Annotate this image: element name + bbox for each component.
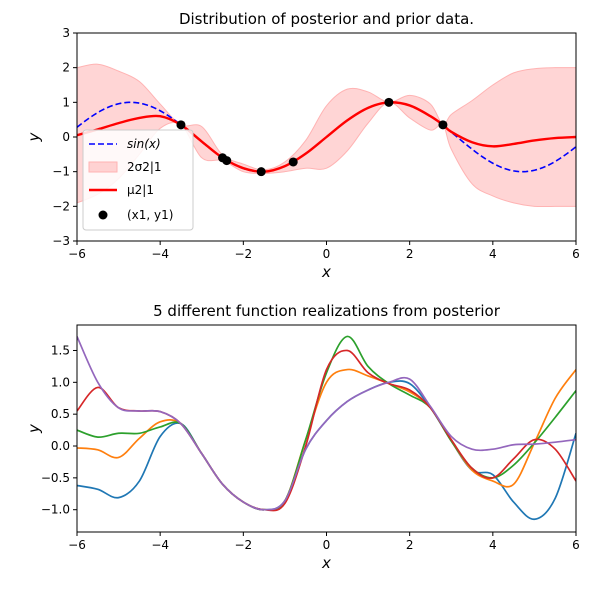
y-axis-label: y bbox=[25, 423, 43, 434]
realization-line-5 bbox=[77, 336, 576, 511]
realization-line-1 bbox=[77, 380, 576, 521]
plot-area bbox=[77, 335, 576, 521]
legend-label-points-text: (x1, y1) bbox=[127, 208, 173, 222]
y-tick-label: −3 bbox=[52, 234, 70, 248]
chart-panel-1: −6 −4 −2 0 2 4 6 −3 −2 −1 0 1 2 3 Distribution of post… bbox=[25, 10, 580, 281]
x-tick-label: 2 bbox=[406, 538, 414, 552]
plot-area bbox=[77, 63, 576, 208]
legend-label-band-text: 2σ2|1 bbox=[127, 160, 162, 174]
chart-title: 5 different function realizations from p… bbox=[153, 302, 501, 320]
y-tick-label: 0.5 bbox=[51, 407, 70, 421]
legend-label-mean-text: μ2|1 bbox=[127, 183, 154, 197]
x-tick-label: 2 bbox=[406, 247, 414, 261]
y-tick-label: −1.0 bbox=[41, 503, 70, 517]
x-tick-label: 6 bbox=[572, 247, 580, 261]
observation-point bbox=[222, 156, 232, 166]
x-tick-label: −2 bbox=[234, 538, 252, 552]
x-axis-label: x bbox=[321, 263, 331, 281]
observation-point bbox=[176, 120, 186, 130]
y-tick-label: −1 bbox=[52, 165, 70, 179]
observation-point bbox=[384, 97, 394, 107]
y-tick-label: 0.0 bbox=[51, 439, 70, 453]
uncertainty-band bbox=[77, 63, 576, 208]
legend-label-points: (x1, y1) bbox=[127, 208, 173, 222]
legend-box bbox=[82, 129, 194, 231]
y-tick-label: −2 bbox=[52, 199, 70, 213]
y-tick-label: 3 bbox=[62, 26, 70, 40]
y-tick-label: 1.0 bbox=[51, 375, 70, 389]
x-tick-label: −6 bbox=[68, 538, 86, 552]
observation-point bbox=[288, 157, 298, 167]
legend-label-band: 2σ2|1 bbox=[127, 160, 162, 174]
legend-label-prior-text: sin(x) bbox=[127, 137, 161, 151]
y-tick-label: 0 bbox=[62, 130, 70, 144]
chart-panel-2: −6 −4 −2 0 2 4 6 −1.0 −0.5 0.0 0.5 1.0 1.5 5 differen… bbox=[25, 302, 580, 572]
legend-handle-points bbox=[98, 210, 108, 220]
y-tick-label: −0.5 bbox=[41, 471, 70, 485]
chart-title: Distribution of posterior and prior data… bbox=[179, 10, 474, 28]
x-tick-label: 4 bbox=[489, 247, 497, 261]
x-tick-label: 0 bbox=[323, 538, 331, 552]
legend: sin(x) 2σ2|1 μ2|1 (x1, y1) bbox=[82, 129, 194, 231]
plot-frame bbox=[76, 324, 577, 533]
x-tick-label: −4 bbox=[151, 247, 169, 261]
prior-sin-line bbox=[77, 101, 576, 173]
x-tick-label: 4 bbox=[489, 538, 497, 552]
realization-line-2 bbox=[77, 368, 576, 511]
legend-label-mean: μ2|1 bbox=[127, 183, 154, 197]
legend-label-prior: sin(x) bbox=[127, 137, 161, 151]
x-tick-label: −6 bbox=[68, 247, 86, 261]
posterior-mean-line bbox=[77, 101, 576, 173]
observation-point bbox=[256, 167, 266, 177]
y-tick-label: 1 bbox=[62, 95, 70, 109]
x-axis-label: x bbox=[321, 554, 331, 572]
x-tick-label: 0 bbox=[323, 247, 331, 261]
x-tick-label: −2 bbox=[234, 247, 252, 261]
x-tick-label: 6 bbox=[572, 538, 580, 552]
legend-handle-band bbox=[88, 161, 118, 173]
y-axis-label: y bbox=[25, 131, 43, 142]
y-tick-label: 1.5 bbox=[51, 343, 70, 357]
x-tick-label: −4 bbox=[151, 538, 169, 552]
observation-point bbox=[438, 120, 448, 130]
y-tick-label: 2 bbox=[62, 61, 70, 75]
